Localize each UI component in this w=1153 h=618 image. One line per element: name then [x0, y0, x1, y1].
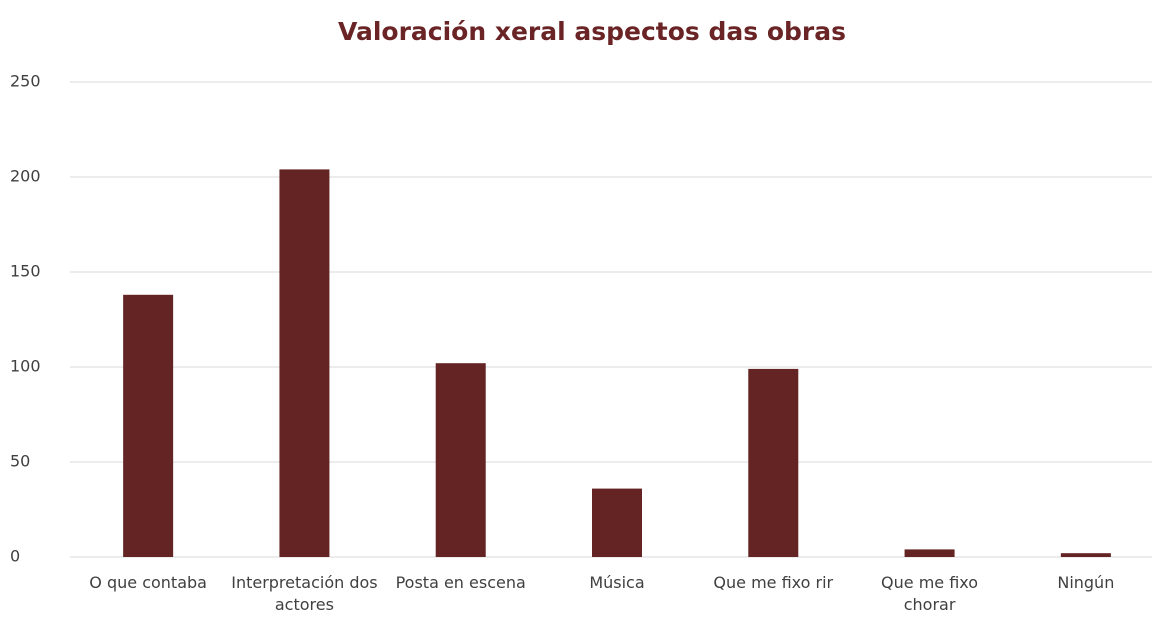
- y-tick-label: 250: [10, 72, 41, 91]
- bar: [123, 294, 174, 557]
- y-tick-label: 200: [10, 167, 41, 186]
- x-tick-label: O que contaba: [89, 573, 207, 592]
- x-tick-label: Que me fixo rir: [713, 573, 834, 592]
- x-tick-label: Posta en escena: [395, 573, 526, 592]
- bar: [1060, 553, 1111, 557]
- bar: [435, 363, 486, 557]
- y-tick-label: 0: [10, 547, 20, 566]
- bar: [279, 169, 330, 557]
- x-tick-label: Ningún: [1057, 573, 1115, 592]
- bar: [592, 488, 642, 557]
- x-tick-label: Interpretación dos actores: [231, 573, 378, 614]
- chart-title: Valoración xeral aspectos das obras: [338, 17, 846, 46]
- x-tick-label: Música: [589, 573, 645, 592]
- bar: [904, 549, 955, 557]
- x-tick-label: Que me fixo chorar: [881, 573, 979, 614]
- y-tick-label: 50: [10, 452, 30, 471]
- bar: [748, 368, 799, 557]
- y-tick-label: 100: [10, 357, 41, 376]
- y-tick-label: 150: [10, 262, 41, 281]
